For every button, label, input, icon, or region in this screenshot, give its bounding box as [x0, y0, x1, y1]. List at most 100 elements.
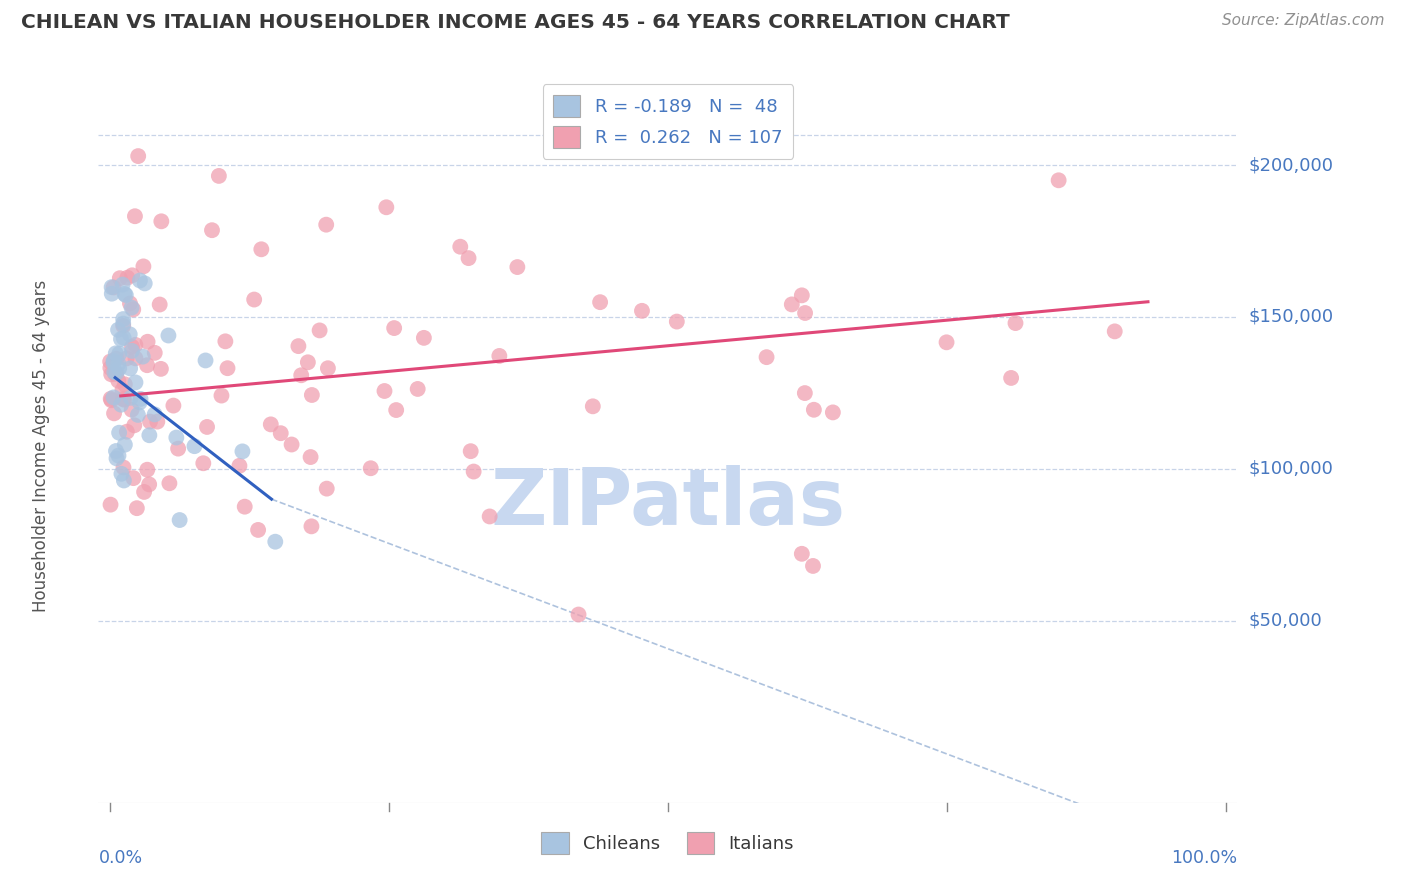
Point — [107, 323, 129, 337]
Point — [103, 406, 125, 420]
Point — [165, 431, 187, 445]
Point — [107, 374, 129, 388]
Point — [506, 260, 529, 274]
Point — [134, 277, 156, 291]
Point — [114, 438, 136, 452]
Point — [117, 270, 139, 285]
Point — [228, 458, 250, 473]
Point — [233, 500, 256, 514]
Point — [98, 360, 121, 375]
Text: $50,000: $50,000 — [1249, 612, 1322, 630]
Point — [120, 361, 142, 376]
Point — [124, 376, 146, 390]
Point — [301, 519, 323, 533]
Point — [100, 498, 122, 512]
Point — [631, 303, 654, 318]
Point — [121, 402, 143, 417]
Point — [110, 398, 132, 412]
Point — [460, 444, 482, 458]
Point — [120, 391, 142, 405]
Point — [100, 280, 122, 294]
Point — [162, 399, 184, 413]
Text: $100,000: $100,000 — [1249, 459, 1333, 478]
Point — [195, 420, 218, 434]
Text: Source: ZipAtlas.com: Source: ZipAtlas.com — [1222, 13, 1385, 29]
Point — [793, 386, 815, 401]
Point — [103, 353, 125, 368]
Point — [169, 513, 191, 527]
Point — [100, 392, 122, 406]
Point — [100, 393, 122, 408]
Point — [567, 607, 589, 622]
Text: CHILEAN VS ITALIAN HOUSEHOLDER INCOME AGES 45 - 64 YEARS CORRELATION CHART: CHILEAN VS ITALIAN HOUSEHOLDER INCOME AG… — [21, 13, 1010, 32]
Point — [193, 456, 215, 470]
Point — [308, 323, 330, 337]
Point — [157, 328, 180, 343]
Point — [382, 321, 405, 335]
Point — [755, 350, 778, 364]
Point — [122, 302, 145, 317]
Point — [790, 288, 813, 302]
Point — [316, 361, 339, 376]
Point — [143, 346, 166, 360]
Point — [157, 476, 180, 491]
Point — [124, 338, 146, 352]
Point — [121, 301, 143, 315]
Point — [107, 357, 129, 371]
Point — [103, 391, 125, 405]
Text: $200,000: $200,000 — [1249, 156, 1333, 174]
Point — [136, 334, 159, 349]
Point — [104, 444, 127, 458]
Point — [780, 297, 803, 311]
Point — [211, 388, 233, 402]
Point — [132, 260, 155, 274]
Point — [790, 547, 813, 561]
Point — [138, 428, 160, 442]
Point — [124, 209, 146, 223]
Point — [104, 367, 127, 381]
Point — [127, 408, 149, 422]
Point — [105, 451, 128, 466]
Text: 0.0%: 0.0% — [98, 849, 142, 867]
Point — [125, 501, 148, 516]
Point — [488, 349, 510, 363]
Point — [463, 465, 485, 479]
Point — [315, 218, 337, 232]
Point — [1004, 316, 1026, 330]
Point — [136, 358, 159, 372]
Point — [112, 312, 135, 326]
Point — [243, 293, 266, 307]
Point — [103, 356, 125, 370]
Point — [112, 331, 135, 345]
Text: ZIPatlas: ZIPatlas — [491, 465, 845, 541]
Point — [412, 331, 434, 345]
Point — [449, 240, 471, 254]
Point — [201, 223, 224, 237]
Point — [146, 415, 169, 429]
Point — [114, 288, 136, 302]
Point — [132, 350, 155, 364]
Point — [1104, 324, 1126, 338]
Point — [101, 286, 124, 301]
Point — [115, 425, 138, 439]
Point — [149, 362, 172, 376]
Point — [111, 383, 134, 397]
Point — [112, 392, 135, 407]
Point — [108, 271, 131, 285]
Point — [124, 418, 146, 433]
Point — [217, 361, 239, 376]
Point — [801, 558, 824, 573]
Point — [108, 425, 131, 440]
Point — [121, 340, 143, 354]
Point — [107, 449, 129, 463]
Point — [114, 286, 136, 301]
Point — [149, 297, 172, 311]
Point — [139, 415, 162, 429]
Point — [287, 339, 309, 353]
Point — [105, 367, 128, 381]
Point — [111, 277, 134, 292]
Point — [231, 444, 253, 458]
Point — [143, 408, 166, 422]
Point — [821, 405, 844, 419]
Point — [315, 482, 337, 496]
